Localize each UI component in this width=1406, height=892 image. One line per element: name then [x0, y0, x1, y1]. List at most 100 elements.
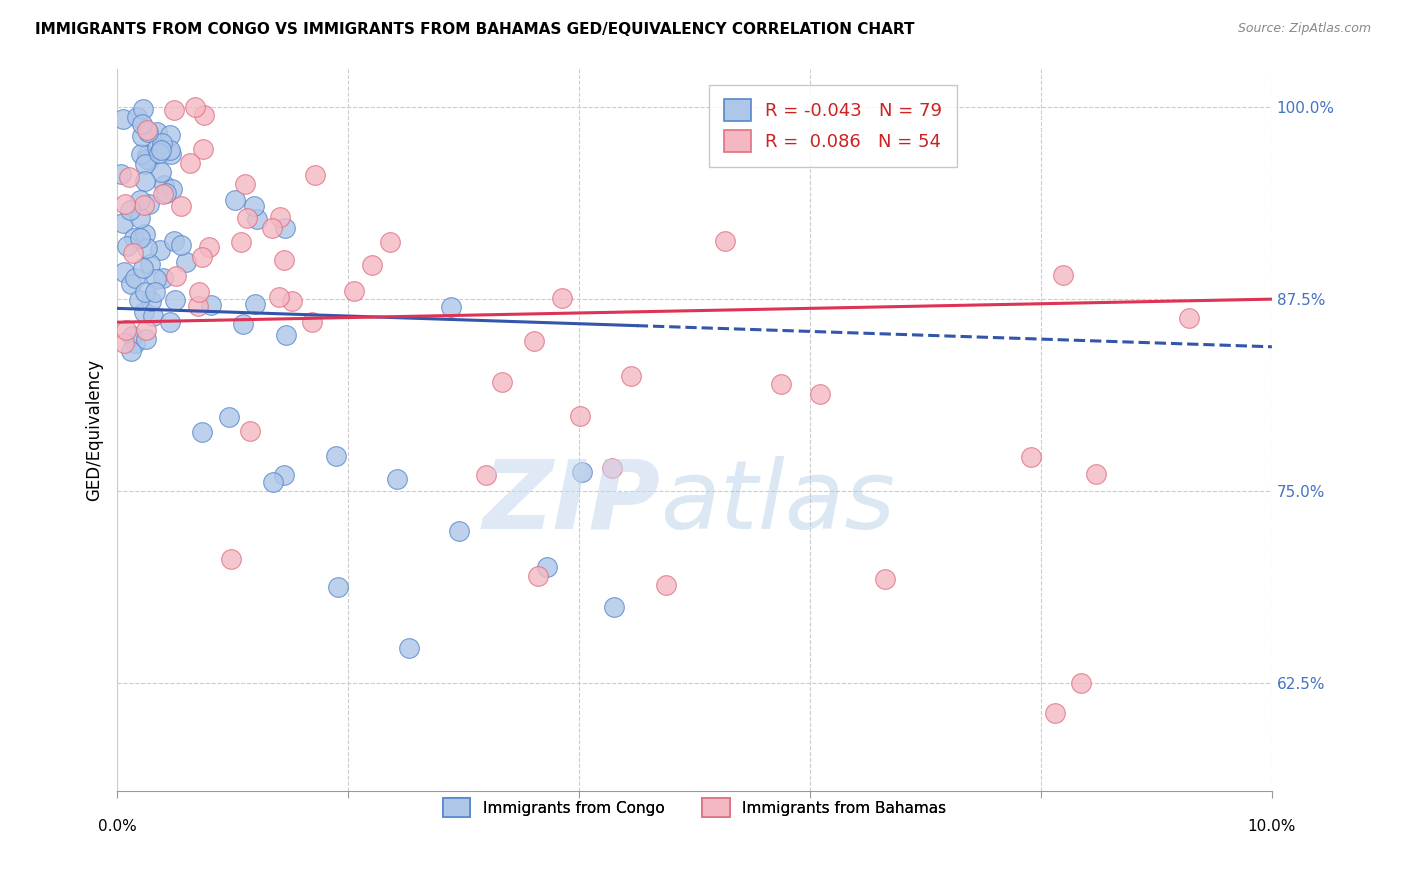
Point: [129, 230, 152, 244]
Point: [523, 334, 546, 348]
Point: [191, 250, 214, 264]
Point: [536, 560, 558, 574]
Point: [236, 211, 259, 225]
Point: [1052, 268, 1074, 283]
Point: [139, 257, 162, 271]
Point: [135, 241, 157, 255]
Point: [128, 293, 150, 307]
Point: [163, 235, 186, 249]
Point: [136, 147, 159, 161]
Point: [132, 198, 155, 212]
Point: [245, 297, 267, 311]
Point: [138, 196, 160, 211]
Point: [343, 284, 366, 298]
Point: [170, 238, 193, 252]
Point: [276, 327, 298, 342]
Point: [602, 600, 624, 615]
Point: [152, 271, 174, 285]
Point: [114, 323, 136, 337]
Point: [141, 293, 163, 308]
Point: [440, 300, 463, 314]
Point: [398, 640, 420, 655]
Text: IMMIGRANTS FROM CONGO VS IMMIGRANTS FROM BAHAMAS GED/EQUIVALENCY CORRELATION CHA: IMMIGRANTS FROM CONGO VS IMMIGRANTS FROM…: [35, 22, 915, 37]
Point: [124, 270, 146, 285]
Point: [136, 123, 159, 137]
Point: [326, 580, 349, 594]
Point: [1019, 450, 1042, 464]
Point: [224, 193, 246, 207]
Point: [273, 253, 295, 268]
Point: [112, 112, 135, 126]
Legend: Immigrants from Congo, Immigrants from Bahamas: Immigrants from Congo, Immigrants from B…: [437, 792, 952, 823]
Point: [191, 425, 214, 439]
Point: [174, 255, 197, 269]
Point: [149, 143, 172, 157]
Text: ZIP: ZIP: [482, 456, 659, 549]
Point: [160, 147, 183, 161]
Point: [118, 170, 141, 185]
Point: [1070, 676, 1092, 690]
Point: [198, 240, 221, 254]
Point: [875, 572, 897, 586]
Point: [239, 424, 262, 438]
Point: [571, 465, 593, 479]
Point: [143, 285, 166, 299]
Point: [193, 142, 215, 156]
Point: [179, 156, 201, 170]
Point: [148, 146, 170, 161]
Point: [232, 318, 254, 332]
Point: [118, 202, 141, 217]
Point: [387, 472, 409, 486]
Point: [114, 197, 136, 211]
Point: [129, 193, 152, 207]
Point: [112, 336, 135, 351]
Point: [131, 117, 153, 131]
Point: [134, 174, 156, 188]
Point: [620, 369, 643, 384]
Text: atlas: atlas: [659, 456, 894, 549]
Point: [280, 293, 302, 308]
Point: [153, 178, 176, 192]
Point: [145, 272, 167, 286]
Point: [218, 409, 240, 424]
Point: [138, 125, 160, 139]
Point: [149, 243, 172, 257]
Point: [135, 332, 157, 346]
Point: [138, 153, 160, 167]
Point: [568, 409, 591, 423]
Point: [260, 221, 283, 235]
Point: [242, 199, 264, 213]
Point: [120, 277, 142, 291]
Point: [124, 335, 146, 350]
Y-axis label: GED/Equivalency: GED/Equivalency: [86, 359, 103, 501]
Point: [150, 164, 173, 178]
Point: [378, 235, 401, 250]
Point: [110, 167, 132, 181]
Point: [142, 310, 165, 324]
Point: [491, 375, 513, 389]
Point: [129, 146, 152, 161]
Point: [125, 110, 148, 124]
Point: [128, 211, 150, 225]
Point: [160, 182, 183, 196]
Point: [132, 260, 155, 275]
Point: [135, 323, 157, 337]
Point: [714, 234, 737, 248]
Point: [1085, 467, 1108, 481]
Point: [551, 291, 574, 305]
Point: [304, 168, 326, 182]
Point: [301, 315, 323, 329]
Point: [165, 269, 187, 284]
Point: [112, 265, 135, 279]
Point: [152, 187, 174, 202]
Point: [655, 578, 678, 592]
Point: [159, 315, 181, 329]
Text: 0.0%: 0.0%: [98, 819, 136, 834]
Point: [132, 304, 155, 318]
Point: [527, 569, 550, 583]
Point: [146, 125, 169, 139]
Point: [808, 386, 831, 401]
Point: [233, 177, 256, 191]
Point: [361, 258, 384, 272]
Point: [1045, 706, 1067, 720]
